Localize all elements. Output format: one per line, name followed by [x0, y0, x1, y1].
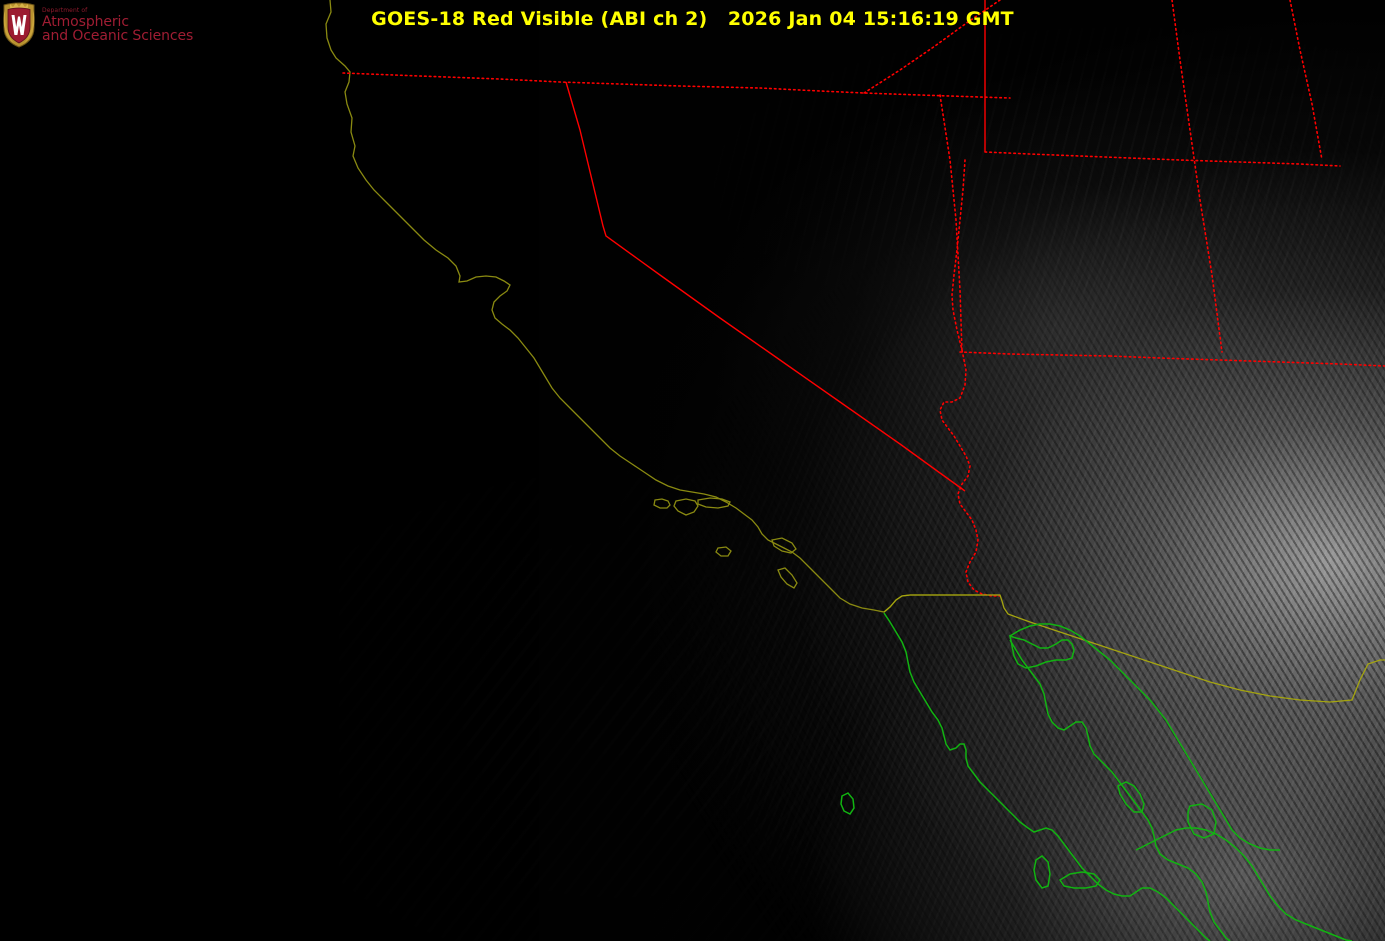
- uw-crest-icon: [3, 2, 35, 48]
- coastline-baja-gulf-east: [1009, 634, 1075, 669]
- state-border-arizona-california-colorado-river: [939, 159, 1001, 597]
- state-border-nevada-arizona-south: [984, 151, 1341, 167]
- state-border-nevada-utah-upper-right: [1109, 355, 1385, 367]
- uw-madison-aos-logo[interactable]: Department of Atmospheric and Oceanic Sc…: [0, 0, 193, 48]
- logo-line-atmospheric: Atmospheric: [42, 14, 129, 30]
- island-cedros: [840, 792, 855, 815]
- island-santa-rosa: [673, 498, 699, 516]
- logo-line-oceanic-sciences: and Oceanic Sciences: [42, 28, 194, 44]
- island-san-lorenzo: [1033, 855, 1051, 889]
- coastline-baja-gulf-shoreline: [1009, 639, 1231, 941]
- baja-lagoon-detail: [1058, 871, 1101, 889]
- island-santa-cruz: [697, 497, 731, 509]
- state-border-arizona-new-mexico: [1289, 0, 1323, 161]
- coastline-mexico-mainland-upper: [1009, 623, 1280, 851]
- state-border-california-nevada: [565, 81, 966, 492]
- logo-dept-prefix: Department of: [42, 7, 88, 14]
- state-border-oregon-idaho: [863, 0, 1001, 94]
- logo-wordmark: Department of Atmospheric and Oceanic Sc…: [42, 7, 194, 44]
- state-border-nevada-utah-diagonal: [939, 94, 963, 353]
- state-border-utah-colorado: [1171, 0, 1223, 353]
- island-san-miguel: [653, 498, 671, 509]
- island-san-clemente: [777, 567, 798, 589]
- coastline-baja-pacific-west: [883, 612, 1211, 941]
- island-santa-barbara: [715, 546, 732, 557]
- coastline-us-pacific: [325, 0, 1000, 613]
- coastline-mexico-mainland-sonora: [1135, 827, 1353, 941]
- state-border-oregon-nevada-idaho: [759, 87, 1011, 99]
- state-border-california-oregon: [342, 72, 761, 89]
- island-tiburon: [1187, 803, 1217, 839]
- island-santa-catalina: [771, 537, 797, 554]
- state-border-utah-arizona: [959, 351, 1111, 357]
- island-angel-de-la-guarda: [1117, 781, 1145, 813]
- border-us-mexico: [883, 594, 1385, 703]
